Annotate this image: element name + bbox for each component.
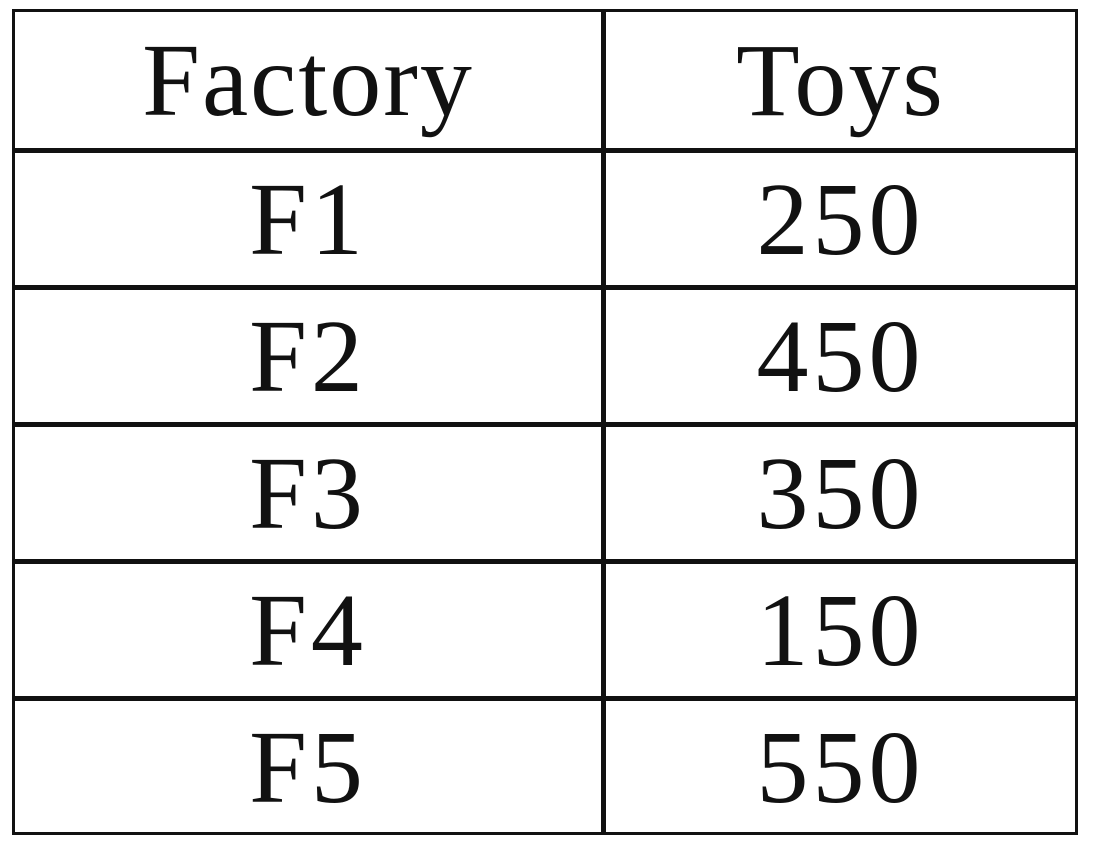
toys-cell: 550 xyxy=(756,709,925,825)
header-cell-toys: Toys xyxy=(736,22,945,138)
table-row: F3 350 xyxy=(15,422,1075,559)
header-cell-factory: Factory xyxy=(15,12,606,148)
factory-cell: F5 xyxy=(15,701,606,833)
table-row: F4 150 xyxy=(15,559,1075,696)
factory-cell: F2 xyxy=(15,290,606,422)
factory-cell: F3 xyxy=(15,427,606,559)
table-row: F5 550 xyxy=(15,696,1075,833)
factory-cell: F1 xyxy=(15,153,606,285)
data-table: Factory Toys F1 250 F2 450 F3 350 F4 150… xyxy=(12,9,1078,835)
factory-cell: F4 xyxy=(15,564,606,696)
table-header-row: Factory Toys xyxy=(15,12,1075,148)
table-row: F1 250 xyxy=(15,148,1075,285)
toys-cell: 350 xyxy=(756,435,925,551)
toys-cell: 450 xyxy=(756,298,925,414)
toys-cell: 250 xyxy=(756,161,925,277)
toys-cell: 150 xyxy=(756,572,925,688)
table-row: F2 450 xyxy=(15,285,1075,422)
